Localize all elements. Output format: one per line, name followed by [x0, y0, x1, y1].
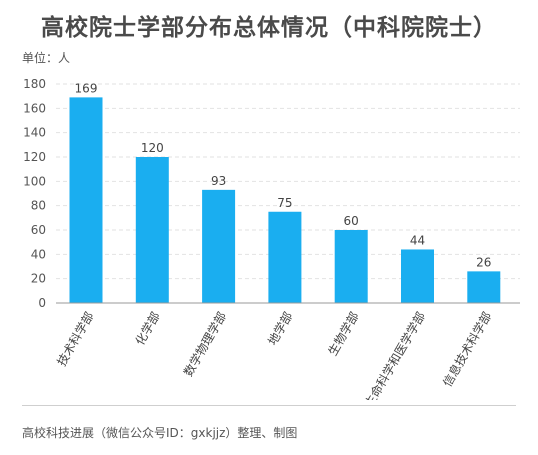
y-tick-label: 40 — [31, 247, 46, 261]
x-axis-ticks: 技术科学部 化学部 数学物理学部 地学部 生物学部 生命科学和医学学部 信息技术科学部 — [54, 309, 495, 400]
data-label: 26 — [476, 255, 491, 269]
bars — [69, 97, 501, 303]
y-tick-label: 80 — [31, 199, 46, 213]
data-label: 169 — [75, 81, 98, 95]
bar — [135, 157, 169, 303]
y-tick-label: 180 — [23, 77, 46, 91]
data-label: 60 — [344, 214, 359, 228]
bar — [268, 211, 302, 303]
divider — [22, 405, 516, 406]
x-tick-label: 生物学部 — [325, 309, 362, 358]
bar — [334, 230, 368, 303]
y-tick-label: 100 — [23, 174, 46, 188]
bar — [202, 189, 236, 303]
y-tick-label: 140 — [23, 126, 46, 140]
y-tick-label: 0 — [38, 296, 46, 310]
x-tick-label: 地学部 — [264, 309, 295, 348]
x-tick-label: 生命科学和医学学部 — [361, 309, 428, 400]
bar — [467, 271, 501, 303]
y-tick-label: 120 — [23, 150, 46, 164]
bar — [69, 97, 103, 303]
bar-chart: 0 20 40 60 80 100 120 140 160 180 169 120 93 75 60 44 2… — [23, 77, 520, 400]
x-tick-label: 信息技术科学部 — [439, 309, 494, 389]
y-tick-label: 160 — [23, 101, 46, 115]
data-label: 120 — [141, 141, 164, 155]
data-label: 75 — [277, 196, 292, 210]
unit-label: 单位：人 — [22, 51, 71, 65]
y-axis-ticks: 0 20 40 60 80 100 120 140 160 180 — [23, 77, 46, 310]
y-tick-label: 20 — [31, 272, 46, 286]
data-label: 93 — [211, 174, 226, 188]
chart-title: 高校院士学部分布总体情况（中科院院士） — [41, 15, 497, 41]
x-tick-label: 技术科学部 — [54, 309, 97, 368]
y-tick-label: 60 — [31, 223, 46, 237]
x-tick-label: 化学部 — [132, 309, 163, 348]
bar — [401, 249, 434, 303]
source-note: 高校科技进展（微信公众号ID：gxkjjz）整理、制图 — [22, 426, 298, 440]
x-tick-label: 数学物理学部 — [180, 309, 229, 379]
data-label: 44 — [410, 233, 425, 247]
data-labels: 169 120 93 75 60 44 26 — [75, 81, 492, 269]
